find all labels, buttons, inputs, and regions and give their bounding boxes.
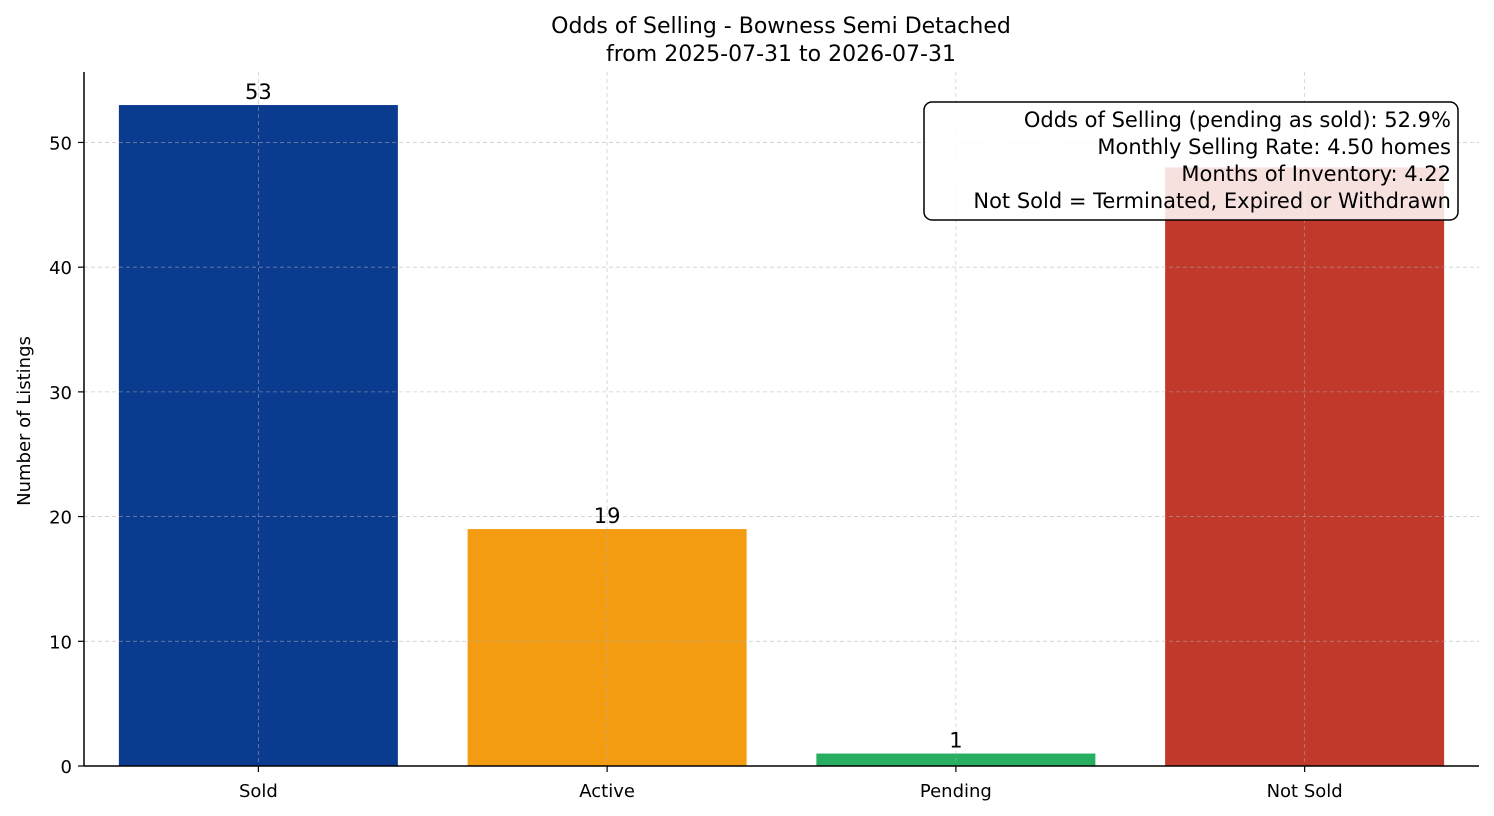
x-tick-label: Pending	[920, 781, 992, 802]
annotation-box: Odds of Selling (pending as sold): 52.9%…	[923, 101, 1459, 221]
data-label: 1	[949, 729, 962, 753]
annotation-line: Not Sold = Terminated, Expired or Withdr…	[973, 189, 1451, 213]
y-tick-label: 20	[49, 508, 72, 529]
axes	[78, 72, 1479, 772]
annotation-frame	[923, 101, 1459, 221]
y-tick-label: 40	[49, 258, 72, 279]
x-tick-label: Not Sold	[1267, 781, 1343, 802]
chart-subtitle: from 2025-07-31 to 2026-07-31	[606, 42, 956, 67]
y-tick-label: 50	[49, 133, 72, 154]
x-tick-label: Active	[579, 781, 635, 802]
chart-title: Odds of Selling - Bowness Semi Detached	[551, 14, 1011, 39]
data-labels: 53 19 1	[245, 80, 963, 752]
y-axis-label: Number of Listings	[14, 336, 35, 506]
bar-sold	[118, 105, 398, 767]
tick-labels: 0 10 20 30 40 50 Sold Active Pending Not Sold	[49, 133, 1343, 802]
y-tick-label: 30	[49, 383, 72, 404]
data-label: 19	[594, 504, 621, 528]
annotation-line: Odds of Selling (pending as sold): 52.9%	[1024, 108, 1451, 132]
y-tick-label: 0	[61, 757, 72, 778]
annotation-line: Months of Inventory: 4.22	[1181, 162, 1451, 186]
y-tick-label: 10	[49, 632, 72, 653]
x-tick-label: Sold	[239, 781, 278, 802]
data-label: 53	[245, 80, 272, 104]
annotation-line: Monthly Selling Rate: 4.50 homes	[1097, 135, 1451, 159]
